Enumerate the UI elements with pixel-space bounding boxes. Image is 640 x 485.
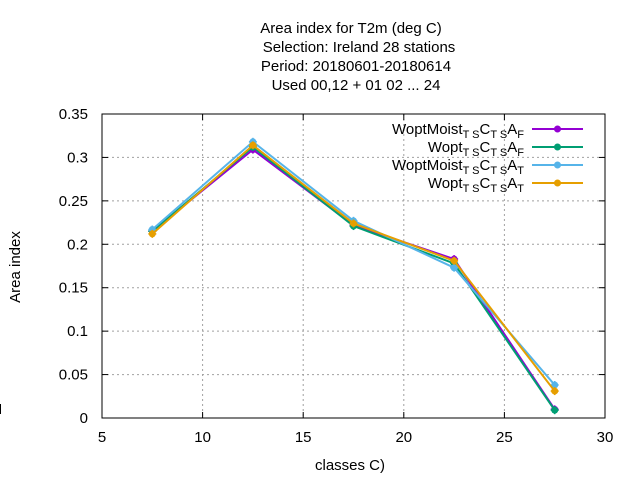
- legend-subscript: F: [517, 129, 524, 141]
- legend-swatch-marker: [554, 179, 561, 187]
- series: [148, 137, 559, 415]
- legend-subscript: F: [517, 147, 524, 159]
- series-line: [151, 140, 556, 386]
- title-line-1: Area index for T2m (deg C): [260, 20, 441, 37]
- y-tick-label: 0.05: [59, 367, 88, 384]
- legend-text-part: A: [507, 175, 517, 192]
- y-tick-label: 0.3: [67, 149, 88, 166]
- legend-main-text: WoptMoist: [392, 157, 463, 174]
- series-4: [148, 141, 559, 396]
- y-axis-label: Area index: [7, 231, 24, 303]
- legend-text-part: C: [479, 139, 490, 156]
- title-line-4: Used 00,12 + 01 02 ... 24: [272, 77, 441, 94]
- legend-swatch-marker: [554, 143, 561, 151]
- y-tick-label: 0.15: [59, 280, 88, 297]
- legend-subscript: T S: [490, 129, 507, 141]
- y-tick-label: 0: [80, 410, 88, 427]
- legend-text-part: C: [479, 121, 490, 138]
- x-tick-label: 25: [496, 429, 513, 446]
- legend-swatch-marker: [554, 125, 561, 133]
- legend-main-text: WoptMoist: [392, 121, 463, 138]
- legend-subscript: T S: [463, 165, 480, 177]
- x-tick-label: 15: [295, 429, 312, 446]
- legend-main-text: Wopt: [428, 139, 464, 156]
- x-tick-label: 20: [395, 429, 412, 446]
- legend-label-2: WoptT SCT SAF: [428, 139, 524, 159]
- plot-frame: [101, 113, 606, 419]
- chart-title: Area index for T2m (deg C) Selection: Ir…: [260, 20, 455, 94]
- legend-subscript: T S: [490, 147, 507, 159]
- grid: [102, 114, 605, 418]
- axes: 5 10 15 20 25 30 0 0.05 0.1 0.15 0.2 0.25 0.3 0.35: [59, 106, 614, 446]
- legend-label-4: WoptT SCT SAT: [428, 175, 524, 195]
- y-tick-label: 0.1: [67, 323, 88, 340]
- legend-text-part: C: [479, 157, 490, 174]
- y-tick-label: 0.25: [59, 193, 88, 210]
- legend-subscript: T S: [463, 147, 480, 159]
- legend-label-1: WoptMoistT SCT SAF: [392, 121, 524, 141]
- legend-main-text: Wopt: [428, 175, 464, 192]
- legend-subscript: T: [517, 165, 524, 177]
- legend-subscript: T S: [463, 129, 480, 141]
- legend-text-part: A: [507, 139, 517, 156]
- legend-subscript: T: [517, 183, 524, 195]
- legend-text-part: C: [479, 175, 490, 192]
- y-tick-label: 0.35: [59, 106, 88, 123]
- legend-subscript: T S: [463, 183, 480, 195]
- legend-label-3: WoptMoistT SCT SAT: [392, 157, 524, 177]
- legend-text-part: A: [507, 157, 517, 174]
- x-axis-label: classes C): [315, 457, 385, 474]
- x-tick-label: 10: [194, 429, 211, 446]
- title-line-2: Selection: Ireland 28 stations: [263, 39, 456, 56]
- legend-subscript: T S: [490, 165, 507, 177]
- x-tick-label: 5: [98, 429, 106, 446]
- x-tick-label: 30: [597, 429, 614, 446]
- legend-subscript: T S: [490, 183, 507, 195]
- legend-text-part: A: [507, 121, 517, 138]
- legend-swatch-marker: [554, 161, 561, 169]
- title-line-3: Period: 20180601-20180614: [261, 58, 451, 75]
- y-tick-label: 0.2: [67, 236, 88, 253]
